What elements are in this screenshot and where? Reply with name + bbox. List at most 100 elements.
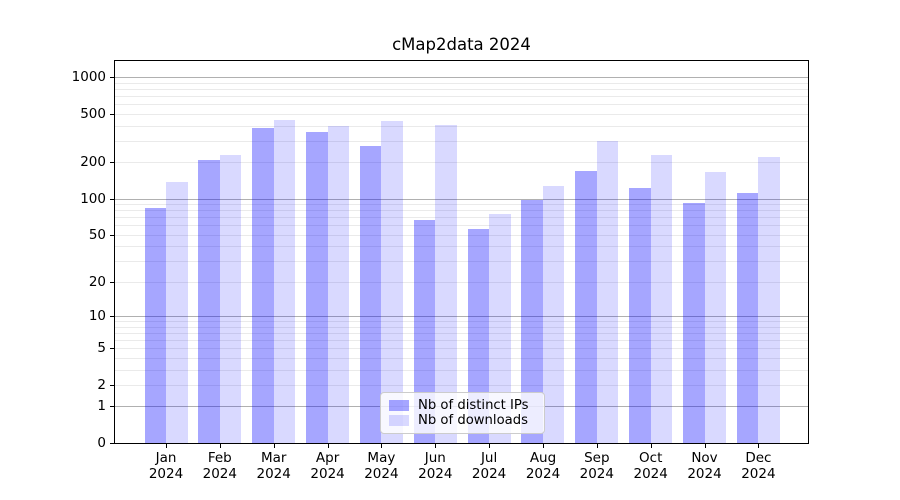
x-tick-mark (704, 444, 706, 448)
gridline-minor (114, 104, 809, 106)
x-tick-month: Jun (424, 450, 446, 466)
x-tick-year: 2024 (471, 465, 507, 482)
x-tick-year: 2024 (310, 465, 345, 482)
bar-downloads-oct (650, 155, 673, 444)
y-tick-label: 100 (80, 190, 106, 207)
gridline-minor (114, 281, 809, 283)
bar-distinct-ips-sep (575, 171, 597, 444)
y-tick-label: 2 (97, 376, 106, 393)
legend-swatch-downloads (389, 415, 409, 426)
bar-distinct-ips-apr (306, 131, 328, 444)
x-tick-label-mar: Mar 2024 (244, 450, 304, 482)
gridline-minor (114, 326, 809, 328)
y-tick-label: 10 (88, 308, 106, 325)
gridline-minor (114, 357, 809, 359)
gridline-minor (114, 204, 809, 206)
y-tick-mark (110, 316, 114, 318)
legend: Nb of distinct IPs Nb of downloads (380, 392, 545, 434)
x-tick-year: 2024 (202, 465, 237, 482)
gridline-major (114, 198, 809, 200)
x-tick-mark (435, 444, 437, 448)
x-tick-year: 2024 (525, 465, 561, 482)
chart-title: cMap2data 2024 (392, 35, 531, 54)
y-tick-mark (110, 198, 114, 200)
x-tick-year: 2024 (579, 465, 614, 482)
gridline-minor (114, 332, 809, 334)
bar-distinct-ips-aug (521, 200, 543, 444)
plot-area (114, 60, 809, 444)
y-tick-label: 1 (97, 398, 106, 415)
x-tick-month: Dec (745, 450, 772, 466)
bar-distinct-ips-jul (467, 229, 490, 444)
x-tick-month: Feb (207, 450, 232, 466)
y-tick-label: 5 (97, 340, 106, 357)
y-tick-mark (110, 281, 114, 283)
gridline-minor (114, 348, 809, 350)
gridline-minor (114, 234, 809, 236)
bar-downloads-aug (542, 185, 565, 444)
x-tick-year: 2024 (741, 465, 776, 482)
x-tick-month: Aug (529, 450, 557, 466)
legend-entry-distinct-ips: Nb of distinct IPs (389, 398, 536, 413)
x-tick-month: Jan (155, 450, 177, 466)
bar-distinct-ips-mar (252, 128, 274, 444)
bar-downloads-jan (166, 181, 188, 444)
x-tick-label-apr: Apr 2024 (298, 450, 358, 482)
legend-label-distinct-ips: Nb of distinct IPs (418, 398, 529, 413)
y-tick-mark (110, 162, 114, 164)
gridline-minor (114, 113, 809, 115)
x-tick-month: Mar (260, 450, 287, 466)
y-tick-label: 0 (97, 435, 106, 451)
x-tick-month: Nov (691, 450, 718, 466)
x-tick-label-aug: Aug 2024 (513, 450, 573, 482)
x-tick-year: 2024 (418, 465, 453, 482)
x-tick-year: 2024 (148, 465, 184, 482)
x-tick-mark (273, 444, 275, 448)
bar-downloads-mar (273, 120, 296, 444)
x-tick-month: Jul (480, 450, 498, 466)
y-tick-label: 1000 (71, 69, 106, 86)
gridline-minor (114, 340, 809, 341)
x-tick-label-may: May 2024 (351, 450, 411, 482)
y-tick-mark (110, 113, 114, 115)
gridline-major (114, 77, 809, 79)
gridline-minor (114, 225, 809, 227)
gridline-minor (114, 217, 809, 219)
gridline-minor (114, 89, 809, 91)
x-tick-mark (219, 444, 221, 448)
bar-distinct-ips-nov (683, 202, 705, 444)
x-tick-label-oct: Oct 2024 (621, 450, 681, 482)
gridline-minor (114, 96, 809, 98)
x-tick-label-sep: Sep 2024 (567, 450, 627, 482)
gridline-minor (114, 162, 809, 164)
y-tick-label: 20 (88, 273, 106, 290)
x-tick-mark (596, 444, 598, 448)
legend-label-downloads: Nb of downloads (418, 413, 528, 428)
bar-distinct-ips-jun (413, 219, 436, 444)
y-tick-mark (110, 443, 114, 444)
gridline-minor (114, 261, 809, 263)
x-tick-label-dec: Dec 2024 (728, 450, 788, 482)
gridline-minor (114, 321, 809, 323)
legend-swatch-distinct-ips (389, 400, 409, 411)
x-tick-month: May (367, 450, 396, 466)
x-tick-year: 2024 (633, 465, 668, 482)
gridline-minor (114, 210, 809, 212)
x-tick-label-feb: Feb 2024 (190, 450, 250, 482)
bar-downloads-feb (219, 155, 242, 444)
gridline-minor (114, 125, 809, 127)
bar-downloads-jun (435, 125, 457, 444)
bar-downloads-may (381, 121, 403, 444)
x-tick-label-jun: Jun 2024 (405, 450, 465, 482)
gridline-minor (114, 140, 809, 142)
gridline-minor (114, 384, 809, 386)
bar-downloads-dec (758, 157, 780, 444)
y-tick-mark (110, 348, 114, 350)
x-tick-year: 2024 (256, 465, 291, 482)
x-tick-year: 2024 (364, 465, 399, 482)
x-tick-mark (489, 444, 491, 448)
x-tick-mark (758, 444, 760, 448)
gridline-minor (114, 246, 809, 248)
legend-entry-downloads: Nb of downloads (389, 413, 536, 428)
